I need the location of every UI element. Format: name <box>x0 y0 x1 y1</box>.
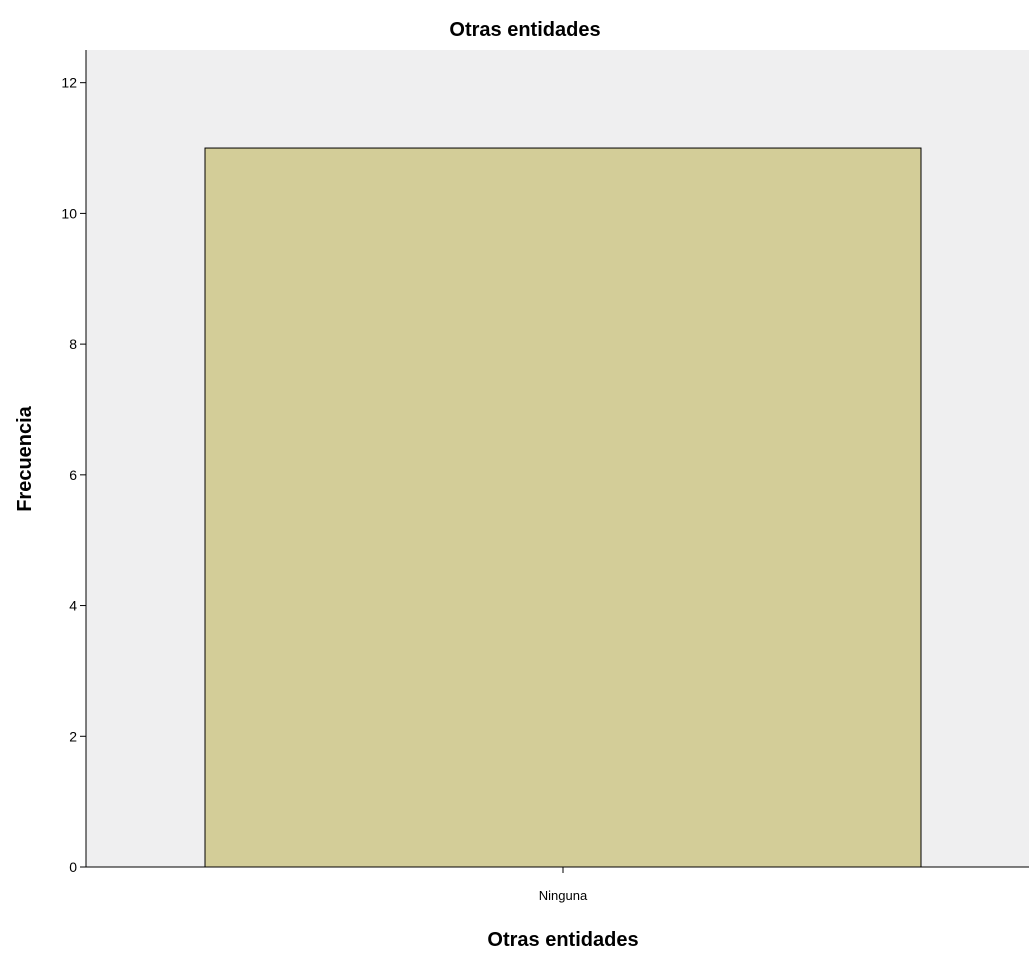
y-tick-label: 4 <box>69 598 77 614</box>
bar <box>204 147 922 868</box>
bars-group <box>204 147 922 868</box>
y-tick-label: 10 <box>61 205 77 221</box>
y-axis-title: Frecuencia <box>14 405 36 511</box>
y-tick-label: 0 <box>69 859 77 875</box>
x-tick-label: Ninguna <box>539 888 588 903</box>
y-tick-label: 12 <box>61 75 77 91</box>
x-ticks-group: Ninguna <box>539 867 588 903</box>
chart-title: Otras entidades <box>449 19 600 41</box>
y-tick-label: 8 <box>69 336 77 352</box>
y-tick-label: 6 <box>69 467 77 483</box>
x-axis-title: Otras entidades <box>487 929 638 951</box>
y-ticks-group: 0 2 4 6 8 10 12 <box>61 75 86 875</box>
y-tick-label: 2 <box>69 728 77 744</box>
